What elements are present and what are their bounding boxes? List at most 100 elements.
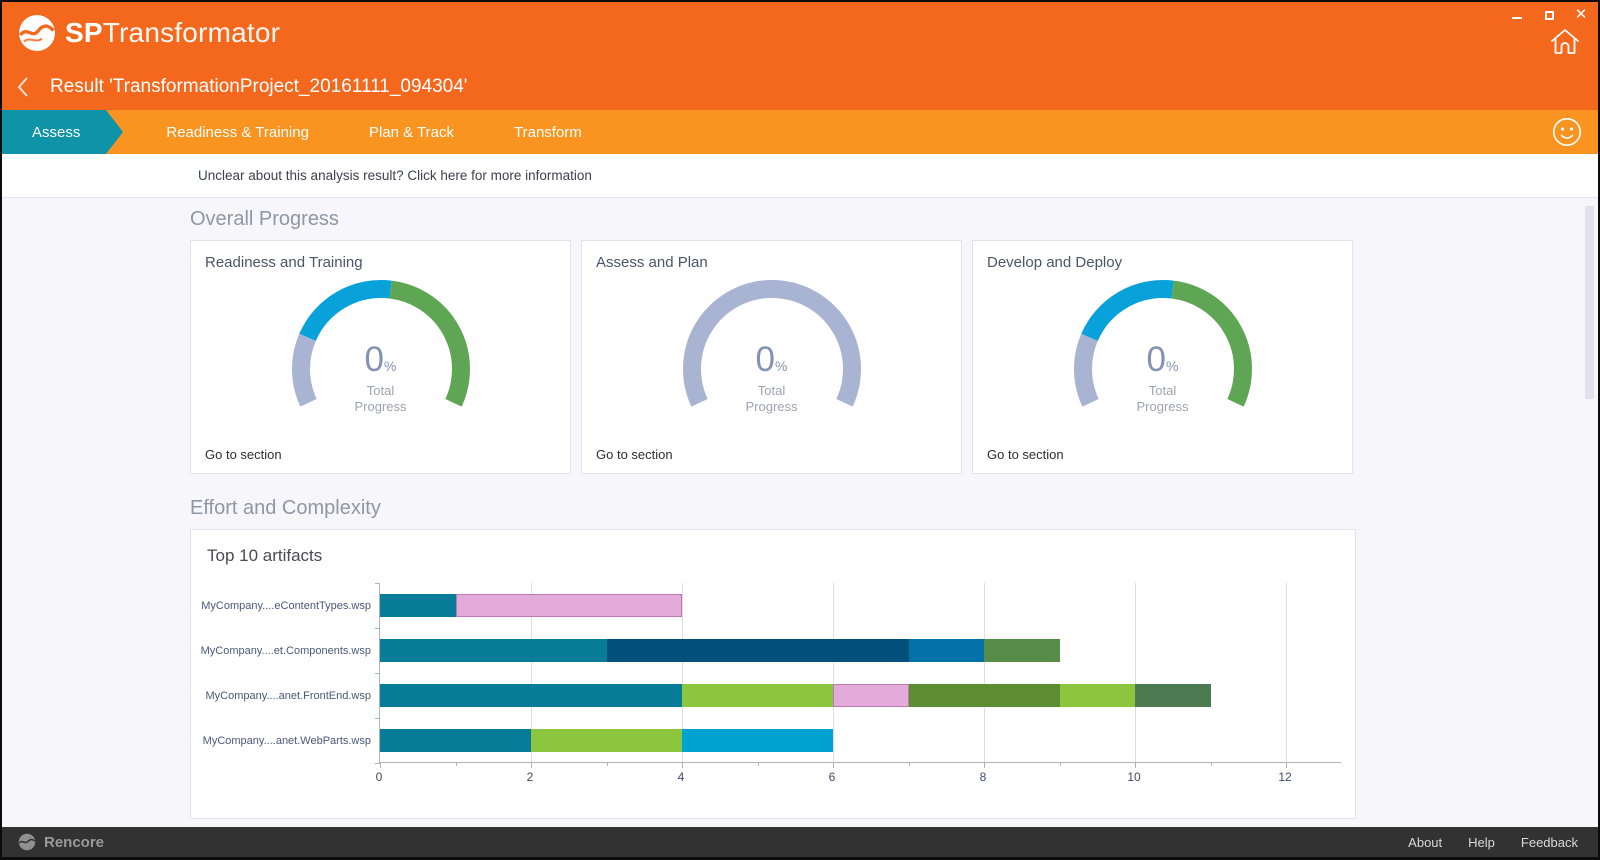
bar-segment[interactable] — [380, 684, 682, 707]
bar-segment[interactable] — [606, 639, 909, 662]
window-controls: ✕ — [1510, 6, 1588, 23]
gridline — [1286, 583, 1287, 762]
x-axis-label: 0 — [375, 770, 383, 784]
maximize-button[interactable] — [1542, 8, 1556, 22]
footer-link-about[interactable]: About — [1408, 834, 1443, 850]
bar-row-mycompany-anet-frontend-wsp — [380, 684, 1211, 707]
gauge-arc — [1073, 280, 1252, 407]
gauge-arc — [291, 280, 470, 407]
rencore-swirl-icon — [19, 15, 55, 51]
chart-title: Top 10 artifacts — [207, 546, 323, 565]
footer-link-help[interactable]: Help — [1468, 834, 1495, 850]
bar-row-mycompany-econtenttypes-wsp — [380, 594, 682, 617]
minimize-button[interactable] — [1510, 8, 1524, 22]
x-axis-tick — [1286, 762, 1287, 768]
x-axis-tick — [908, 762, 910, 766]
category-label: MyCompany....eContentTypes.wsp — [201, 599, 371, 612]
section-title-overall-progress: Overall Progress — [190, 208, 339, 230]
footer-bar: Rencore About Help Feedback — [2, 827, 1598, 857]
gridline — [682, 583, 683, 762]
tab-plan-track[interactable]: Plan & Track — [368, 123, 454, 141]
x-axis-tick — [757, 762, 759, 766]
brand-row: SPTransformator — [2, 2, 1598, 64]
app-title: SPTransformator — [65, 17, 281, 48]
x-axis-tick — [984, 762, 985, 768]
bar-segment[interactable] — [380, 729, 531, 752]
bar-segment[interactable] — [833, 684, 909, 707]
x-axis-tick — [682, 762, 683, 768]
x-axis-label: 8 — [979, 770, 987, 784]
go-to-section-link[interactable]: Go to section — [987, 447, 1064, 462]
x-axis-tick — [380, 762, 381, 768]
x-axis-tick — [833, 762, 834, 768]
tab-transform[interactable]: Transform — [514, 123, 582, 141]
back-icon[interactable] — [16, 76, 38, 98]
smiley-icon[interactable] — [1552, 117, 1582, 147]
chart-category-labels: MyCompany....eContentTypes.wsp MyCompany.… — [200, 583, 379, 763]
info-bar: Unclear about this analysis result? Clic… — [2, 154, 1598, 198]
bar-segment[interactable] — [908, 684, 1060, 707]
progress-card-readiness-and-training: Readiness and Training 0% Total Progress … — [190, 240, 571, 474]
bar-row-mycompany-et-components-wsp — [380, 639, 1060, 662]
gridline — [984, 583, 985, 762]
card-title: Develop and Deploy — [987, 254, 1123, 271]
go-to-section-link[interactable]: Go to section — [596, 447, 673, 462]
result-title-row: Result 'TransformationProject_20161111_0… — [2, 64, 1598, 110]
x-axis-tick — [1210, 762, 1212, 766]
gridline — [1135, 583, 1136, 762]
x-axis-label: 10 — [1127, 770, 1141, 784]
progress-card-develop-and-deploy: Develop and Deploy 0% Total Progress Go t… — [972, 240, 1353, 474]
section-title-effort-complexity: Effort and Complexity — [190, 497, 381, 519]
close-button[interactable]: ✕ — [1574, 6, 1588, 23]
progress-cards-row: Readiness and Training 0% Total Progress … — [190, 240, 1598, 474]
x-axis-tick — [1059, 762, 1061, 766]
bar-segment[interactable] — [1135, 684, 1211, 707]
scrollbar-thumb[interactable] — [1585, 206, 1594, 399]
category-label: MyCompany....et.Components.wsp — [200, 644, 371, 657]
bar-row-mycompany-anet-webparts-wsp — [380, 729, 833, 752]
x-axis-label: 6 — [828, 770, 836, 784]
bar-segment[interactable] — [531, 729, 682, 752]
x-axis-tick — [1135, 762, 1136, 768]
tab-bar: Assess Readiness & Training Plan & Track Tr… — [2, 110, 1598, 154]
gridline — [531, 583, 532, 762]
gauge-arc — [682, 279, 861, 407]
tab-assess[interactable]: Assess — [2, 110, 124, 154]
page-title: Result 'TransformationProject_20161111_0… — [50, 76, 468, 97]
y-axis-tick — [375, 583, 380, 584]
category-label: MyCompany....anet.WebParts.wsp — [202, 734, 371, 747]
home-icon[interactable] — [1548, 26, 1582, 58]
bar-segment[interactable] — [1059, 684, 1135, 707]
bar-segment[interactable] — [682, 684, 833, 707]
gauge-develop-and-deploy: 0% Total Progress — [1068, 275, 1258, 417]
x-axis-label: 12 — [1278, 770, 1292, 784]
y-axis-tick — [375, 763, 380, 764]
bar-segment[interactable] — [380, 594, 456, 617]
category-label: MyCompany....anet.FrontEnd.wsp — [205, 689, 371, 702]
bar-segment[interactable] — [682, 729, 833, 752]
chart-x-axis-labels: 0 2 4 6 8 10 12 — [376, 763, 1341, 787]
x-axis-label: 4 — [677, 770, 685, 784]
y-axis-tick — [375, 673, 380, 674]
go-to-section-link[interactable]: Go to section — [205, 447, 282, 462]
main-content: Overall Progress Readiness and Training … — [2, 198, 1598, 827]
chart-plot-area — [375, 583, 1341, 768]
gridline — [833, 583, 834, 762]
footer-link-feedback[interactable]: Feedback — [1520, 834, 1578, 850]
footer-brand: Rencore — [44, 833, 105, 851]
top-artifacts-card: Top 10 artifacts MyCompany....eContentTy… — [190, 529, 1356, 819]
bar-segment[interactable] — [908, 639, 984, 662]
x-axis-tick — [606, 762, 608, 766]
bar-segment[interactable] — [380, 639, 607, 662]
card-title: Readiness and Training — [205, 254, 363, 271]
tab-readiness-training[interactable]: Readiness & Training — [166, 123, 309, 141]
card-title: Assess and Plan — [596, 254, 708, 271]
app-header: ✕ SPTransformator Result 'Transformation… — [2, 2, 1598, 154]
footer-links: About Help Feedback — [1408, 835, 1578, 850]
bar-segment[interactable] — [984, 639, 1060, 662]
y-axis-tick — [375, 628, 380, 629]
info-link[interactable]: Unclear about this analysis result? Clic… — [198, 168, 592, 183]
stacked-bar-chart: MyCompany....eContentTypes.wsp MyCompany.… — [200, 583, 1355, 768]
bar-segment[interactable] — [455, 594, 682, 617]
